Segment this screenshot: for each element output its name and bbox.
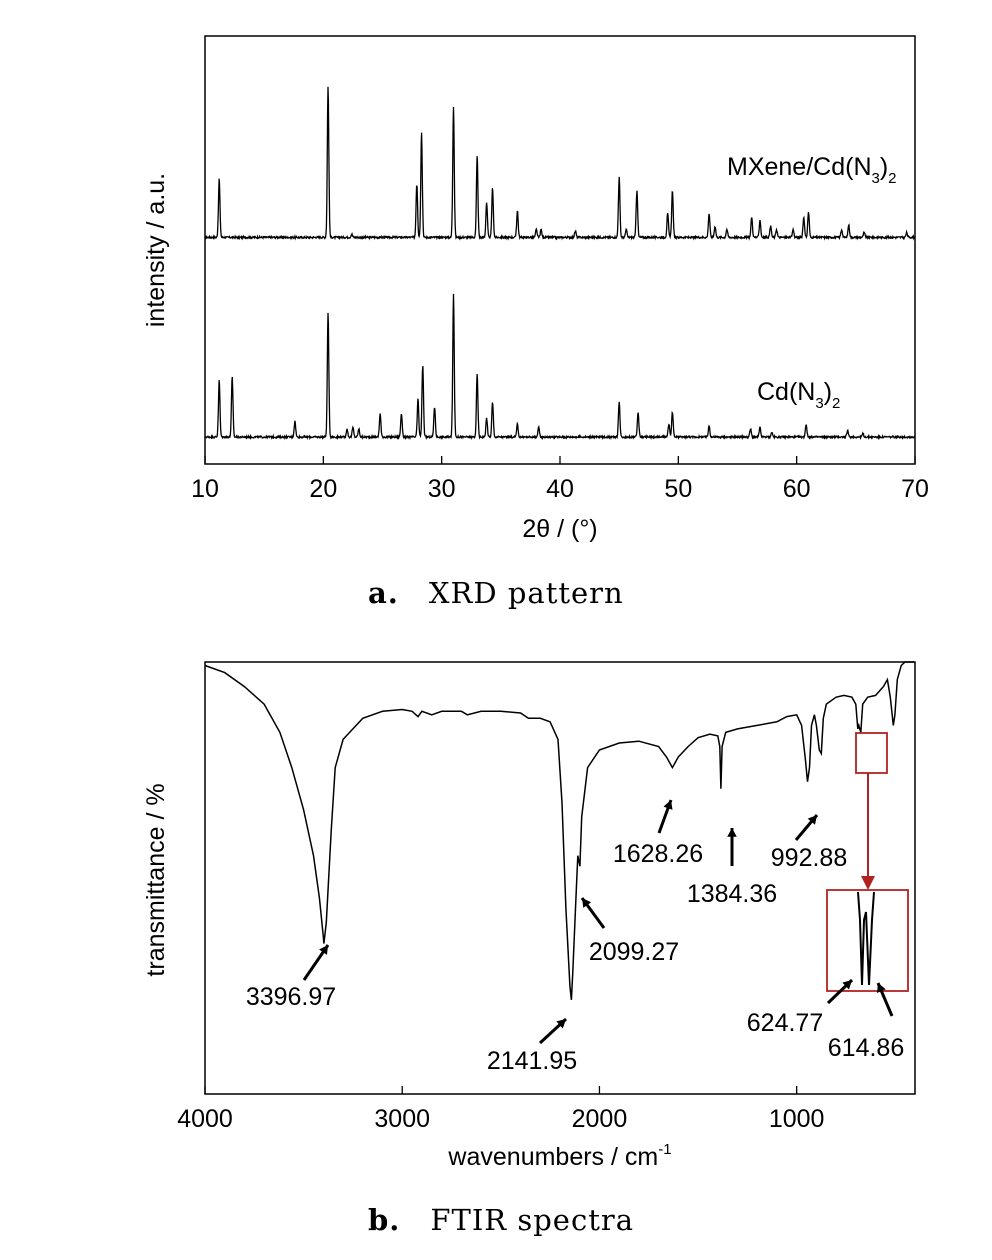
ftir-x-tick-label: 2000	[572, 1105, 628, 1133]
ftir-x-ticks: 4000 3000 2000 1000	[177, 1086, 824, 1133]
ftir-peak-label: 614.86	[828, 1034, 904, 1062]
xrd-y-axis-label: intensity / a.u.	[142, 173, 170, 327]
ftir-x-tick-label: 4000	[177, 1105, 233, 1133]
ftir-x-tick-label: 3000	[374, 1105, 430, 1133]
ftir-x-axis-label: wavenumbers / cm-1	[447, 1141, 671, 1171]
ftir-peak-label: 2141.95	[487, 1047, 577, 1075]
ftir-peak-arrowhead	[582, 898, 592, 908]
ftir-peak-label: 624.77	[747, 1009, 823, 1037]
ftir-plot-frame	[204, 661, 916, 1095]
xrd-x-tick-label: 50	[664, 475, 692, 503]
xrd-x-tick-label: 10	[191, 475, 219, 503]
ftir-peak-label: 992.88	[771, 844, 847, 872]
xrd-series-mxene-line	[204, 86, 916, 241]
xrd-x-tick-label: 30	[428, 475, 456, 503]
xrd-series-label-mxene: MXene/Cd(N3)2	[727, 153, 897, 187]
xrd-x-axis-label: 2θ / (°)	[522, 515, 597, 543]
ftir-peak-arrowhead	[556, 1019, 566, 1029]
ftir-zoom-source-box	[855, 732, 888, 774]
xrd-series-label-cdn3: Cd(N3)2	[757, 378, 840, 412]
xrd-x-ticks: 10 20 30 40 50 60 70	[191, 456, 929, 503]
xrd-x-tick-label: 60	[783, 475, 811, 503]
ftir-zoom-connector-arrowhead	[861, 876, 875, 890]
ftir-caption: b. FTIR spectra	[368, 1203, 634, 1237]
xrd-x-tick-label: 40	[546, 475, 574, 503]
ftir-peak-arrowhead	[727, 828, 737, 837]
ftir-x-tick-label: 1000	[769, 1105, 825, 1133]
ftir-zoom-inset-box	[826, 889, 909, 992]
ftir-chart: 4000 3000 2000 1000 3396.97 2141.95 2099.27 16…	[142, 661, 916, 1237]
xrd-caption: a. XRD pattern	[368, 576, 624, 610]
ftir-peak-arrowhead	[319, 945, 328, 955]
xrd-series-cdn3-line	[204, 293, 916, 441]
xrd-x-tick-label: 70	[901, 475, 929, 503]
ftir-peak-arrowhead	[807, 815, 817, 825]
xrd-x-tick-label: 20	[309, 475, 337, 503]
xrd-chart: 10 20 30 40 50 60 70 MXene/Cd(N3)2 Cd(N3)2 2θ …	[142, 35, 929, 610]
ftir-zoom-inset-line	[857, 891, 875, 986]
ftir-peak-arrowhead	[663, 800, 673, 810]
ftir-peak-arrowhead	[842, 980, 852, 990]
ftir-peak-label: 3396.97	[246, 983, 336, 1011]
ftir-peak-label: 2099.27	[589, 938, 679, 966]
ftir-peak-arrowhead	[877, 983, 886, 993]
ftir-spectrum-line	[204, 661, 914, 1000]
ftir-y-axis-label: transmittance / %	[142, 783, 170, 976]
ftir-peak-annotations: 3396.97 2141.95 2099.27 1628.26 1384.36 992.8…	[246, 799, 904, 1075]
ftir-peak-label: 1628.26	[613, 840, 703, 868]
ftir-peak-label: 1384.36	[687, 880, 777, 908]
